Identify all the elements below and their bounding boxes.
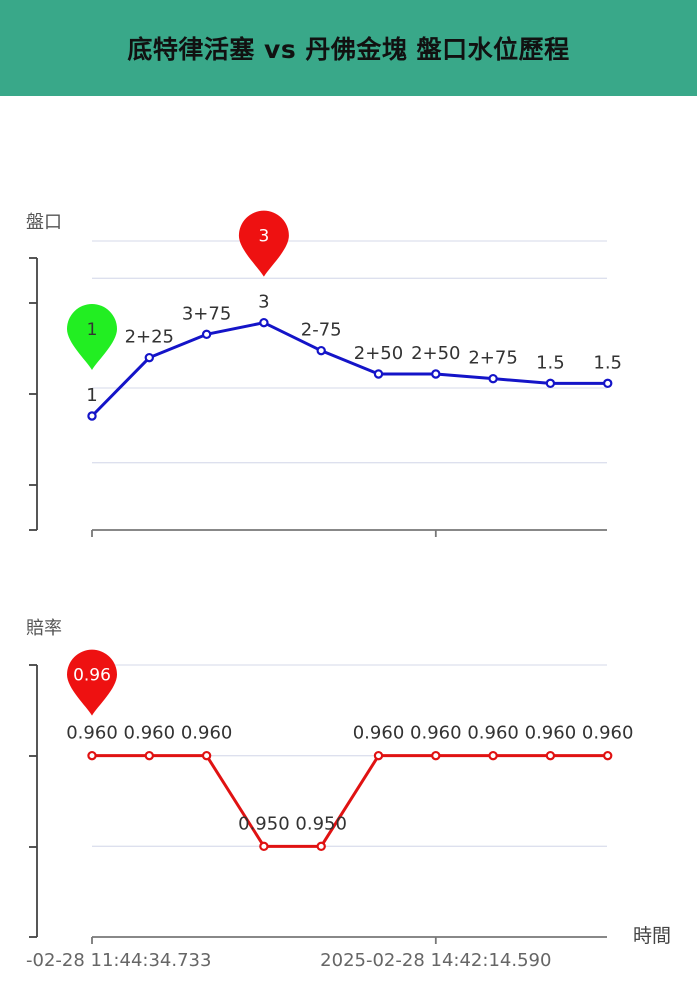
odds-data-point bbox=[259, 841, 269, 852]
odds-data-point bbox=[87, 750, 97, 761]
handicap-series bbox=[87, 317, 613, 421]
odds-pins: 0.96 bbox=[67, 649, 117, 716]
odds-x-tick-label: 2025-02-28 14:42:14.590 bbox=[320, 950, 551, 971]
page-header: 底特律活塞 vs 丹佛金塊 盤口水位歷程 bbox=[0, 0, 697, 96]
odds-data-label: 0.960 bbox=[582, 723, 634, 744]
pin-marker-icon bbox=[67, 304, 117, 370]
odds-x-tick-label: -02-28 11:44:34.733 bbox=[26, 950, 211, 971]
handicap-data-label: 2+25 bbox=[125, 327, 174, 348]
odds-y-axis-label: 賠率 bbox=[26, 618, 62, 639]
odds-data-point bbox=[316, 841, 326, 852]
handicap-data-labels: 1 2+25 3+75 3 2-75 2+50 2+50 2+75 1.5 1.5 bbox=[86, 292, 622, 406]
handicap-data-point bbox=[201, 329, 212, 340]
handicap-pin-green: 1 bbox=[67, 304, 117, 370]
odds-data-point bbox=[373, 750, 384, 761]
odds-series-line bbox=[92, 754, 608, 848]
handicap-gridlines bbox=[92, 240, 607, 464]
handicap-data-point bbox=[545, 378, 556, 389]
handicap-data-point bbox=[259, 317, 269, 328]
handicap-data-point bbox=[316, 345, 326, 356]
handicap-data-label: 1.5 bbox=[536, 352, 565, 373]
odds-data-label: 0.960 bbox=[467, 723, 519, 744]
odds-series bbox=[87, 750, 613, 852]
handicap-data-label: 2+50 bbox=[411, 343, 460, 364]
odds-x-tick-labels: -02-28 11:44:34.733 2025-02-28 14:42:14.5… bbox=[26, 950, 551, 971]
odds-data-point bbox=[144, 750, 154, 761]
handicap-data-point bbox=[603, 378, 613, 389]
handicap-data-label: 3+75 bbox=[182, 303, 231, 324]
handicap-data-point bbox=[373, 369, 384, 379]
handicap-data-label: 1 bbox=[86, 385, 97, 406]
odds-data-label: 0.960 bbox=[66, 723, 118, 744]
handicap-data-label: 3 bbox=[258, 292, 269, 313]
handicap-series-line bbox=[90, 321, 608, 418]
odds-data-point bbox=[431, 750, 441, 761]
odds-axes bbox=[29, 664, 607, 944]
handicap-data-label: 2-75 bbox=[301, 320, 342, 341]
pin-marker-icon bbox=[238, 210, 289, 277]
odds-data-label: 0.960 bbox=[124, 723, 176, 744]
handicap-pin-red: 3 bbox=[238, 210, 289, 277]
page-title: 底特律活塞 vs 丹佛金塊 盤口水位歷程 bbox=[127, 35, 570, 64]
handicap-pins: 13 bbox=[67, 210, 289, 370]
odds-data-label: 0.960 bbox=[181, 723, 233, 744]
handicap-data-point bbox=[431, 369, 441, 379]
handicap-data-point bbox=[488, 373, 498, 384]
odds-data-point bbox=[603, 750, 613, 761]
odds-data-label: 0.960 bbox=[410, 723, 462, 744]
handicap-data-point bbox=[87, 411, 97, 421]
odds-data-point bbox=[545, 750, 556, 761]
handicap-data-label: 2+75 bbox=[468, 348, 517, 369]
handicap-data-label: 2+50 bbox=[354, 343, 403, 364]
handicap-data-point bbox=[144, 352, 154, 363]
handicap-data-label: 1.5 bbox=[593, 352, 622, 373]
odds-data-point bbox=[201, 750, 212, 761]
odds-data-label: 0.960 bbox=[353, 723, 405, 744]
odds-x-axis-label: 時間 bbox=[633, 925, 671, 947]
handicap-y-axis-label: 盤口 bbox=[26, 212, 62, 233]
odds-data-label: 0.950 bbox=[238, 813, 290, 834]
handicap-axes bbox=[29, 257, 607, 537]
odds-data-label: 0.960 bbox=[525, 723, 577, 744]
odds-data-label: 0.950 bbox=[295, 813, 347, 834]
odds-pin-red: 0.96 bbox=[67, 649, 117, 716]
pin-marker-icon bbox=[67, 649, 117, 716]
handicap-pin-label: 3 bbox=[258, 227, 269, 247]
handicap-pin-label: 1 bbox=[87, 320, 98, 340]
odds-data-point bbox=[488, 750, 498, 761]
odds-pin-label: 0.96 bbox=[73, 666, 111, 686]
